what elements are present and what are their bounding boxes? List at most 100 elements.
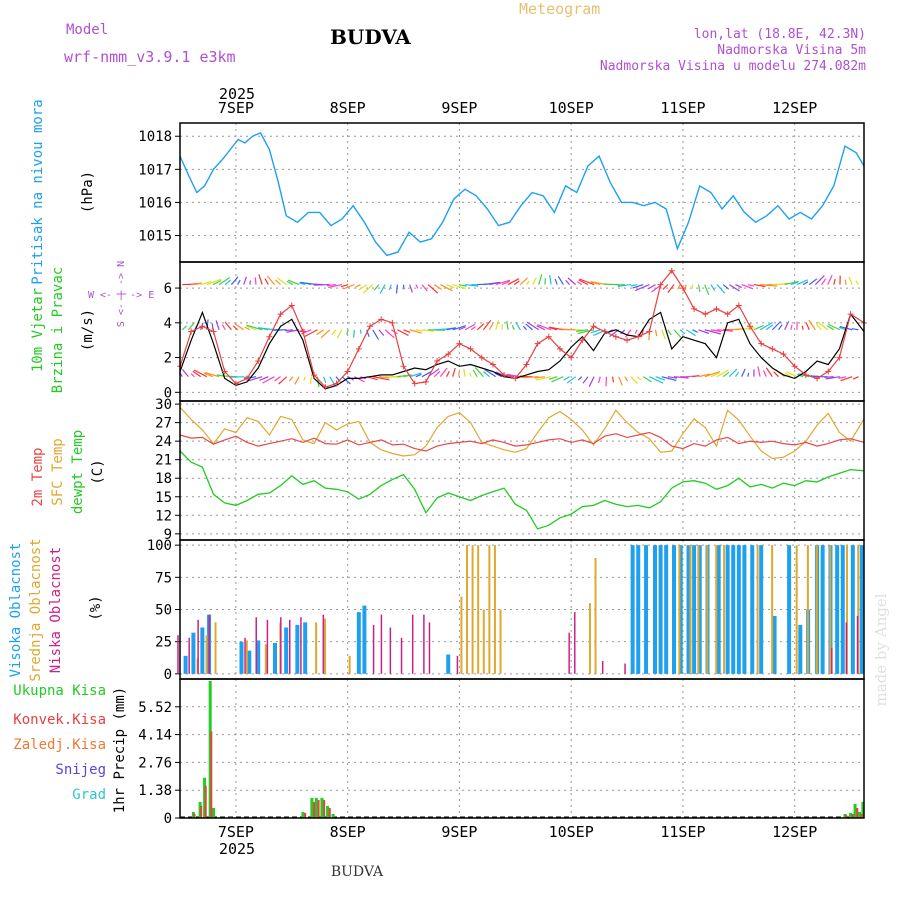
wind-arrow [402, 284, 405, 290]
wind-arrow [187, 322, 195, 331]
wind-arrow [722, 284, 730, 290]
low-cloud-bar [423, 614, 425, 674]
wind-arrow [537, 324, 552, 331]
wind-arrow [415, 329, 423, 332]
mid-cloud-bar [723, 545, 726, 674]
wind-arrow [840, 376, 853, 382]
wind-arrow [673, 376, 689, 379]
mid-cloud-bar [488, 545, 491, 674]
wind-arrow [673, 329, 682, 338]
wind-arrow [446, 371, 450, 377]
wind-speed-marker [769, 345, 776, 352]
high-cloud-bar [742, 545, 747, 674]
wind-arrow [495, 279, 511, 286]
y-tick-label: 2 [164, 351, 172, 367]
wind-arrow [267, 275, 275, 285]
bottom-year-label: 2025 [219, 840, 255, 858]
wind-arrow [182, 369, 189, 378]
panel-temperature: 9 12 15 18 21 24 27 30 [155, 397, 865, 543]
top-day-label: 10SEP [549, 99, 594, 117]
wind-speed-marker [836, 354, 843, 361]
high-cloud-bar [247, 650, 252, 674]
convective-precip-bar [328, 807, 331, 818]
wind-arrow [630, 376, 638, 385]
mid-cloud-bar [857, 545, 860, 674]
wind-arrow [741, 368, 746, 377]
mid-cloud-bar [795, 545, 798, 674]
mid-cloud-bar [466, 545, 468, 674]
wind-speed-marker [679, 285, 686, 292]
elevation: Nadmorska Visina 5m [717, 43, 866, 58]
high-cloud-bar [303, 622, 308, 674]
wind-arrow [262, 376, 275, 384]
watermark: made by Angel [872, 593, 890, 706]
wind-arrow [341, 376, 351, 385]
mid-cloud-bar [460, 596, 463, 674]
wind-speed-marker [501, 371, 508, 378]
top-day-label: 9SEP [441, 99, 477, 117]
footer-station: BUDVA [331, 864, 384, 880]
wind-arrow [632, 284, 644, 289]
high-cloud-bar [787, 545, 792, 674]
wind-arrow [246, 376, 263, 382]
wind-arrow [808, 319, 816, 331]
wind-arrow [244, 326, 251, 331]
wind-arrow [698, 329, 710, 335]
wind-arrow [667, 376, 677, 379]
low-cloud-bar [208, 614, 211, 674]
wind-arrow [710, 284, 716, 291]
wind-arrow [234, 323, 245, 331]
wind-arrow [747, 327, 754, 331]
wind-arrow [245, 325, 257, 331]
wind-arrow [249, 280, 251, 285]
wind-arrow [320, 329, 331, 339]
y-tick-label: 75 [155, 570, 172, 586]
wind-arrow [331, 329, 337, 336]
wind-arrow [667, 329, 672, 336]
wind-arrow [526, 321, 540, 331]
y-tick-label: 2.76 [138, 755, 172, 771]
wind-arrow [204, 371, 220, 378]
mid-cloud-bar [482, 609, 485, 674]
mid-cloud-bar [815, 545, 818, 674]
high-cloud-bar [362, 605, 367, 674]
wind-arrow [577, 376, 583, 381]
high-cloud-bar [284, 627, 289, 674]
high-cloud-bar [731, 545, 736, 674]
wind-speed-marker [635, 333, 642, 340]
wind-speed-marker [378, 316, 385, 323]
wind-arrow [452, 284, 467, 289]
wind-arrow [378, 376, 390, 379]
wind-arrow [237, 279, 241, 285]
precip-unit: 1hr Precip (mm) [112, 687, 128, 813]
wind-arrow [814, 275, 825, 286]
total-precip-bar [212, 807, 216, 818]
wind-arrow [548, 376, 558, 380]
wind-speed-marker [333, 380, 340, 387]
wind-speed-marker [735, 302, 742, 309]
y-tick-label: 0 [164, 385, 172, 401]
low-cloud-bar [372, 624, 375, 674]
mid-cloud-bar [315, 622, 318, 674]
wind-ylabel-2: Brzina i Pravac [50, 267, 66, 393]
wind-arrow [790, 324, 793, 330]
wind-arrow [710, 372, 720, 378]
high-cloud-bar [692, 545, 697, 674]
wind-speed-marker [288, 302, 295, 309]
wind-arrow [483, 371, 490, 378]
wind-speed-marker [713, 305, 720, 312]
wind-arrow [264, 278, 269, 285]
high-cloud-bar [273, 642, 277, 674]
wind-arrow [661, 329, 666, 340]
low-cloud-bar [322, 614, 325, 674]
y-tick-label: 0 [164, 811, 172, 827]
wind-arrow [285, 329, 293, 332]
legend-frozen: Zaledj.Kisa [13, 737, 106, 753]
y-tick-label: 1.38 [138, 783, 172, 799]
mid-cloud-bar [697, 545, 700, 674]
top-day-label: 7SEP [218, 99, 254, 117]
cloud-ylabel-3: Niska Oblacnost [48, 547, 64, 673]
wind-arrow [243, 276, 247, 285]
wind-arrow [310, 376, 312, 384]
pressure-ylabel: Pritisak na nivou mora [30, 99, 46, 284]
